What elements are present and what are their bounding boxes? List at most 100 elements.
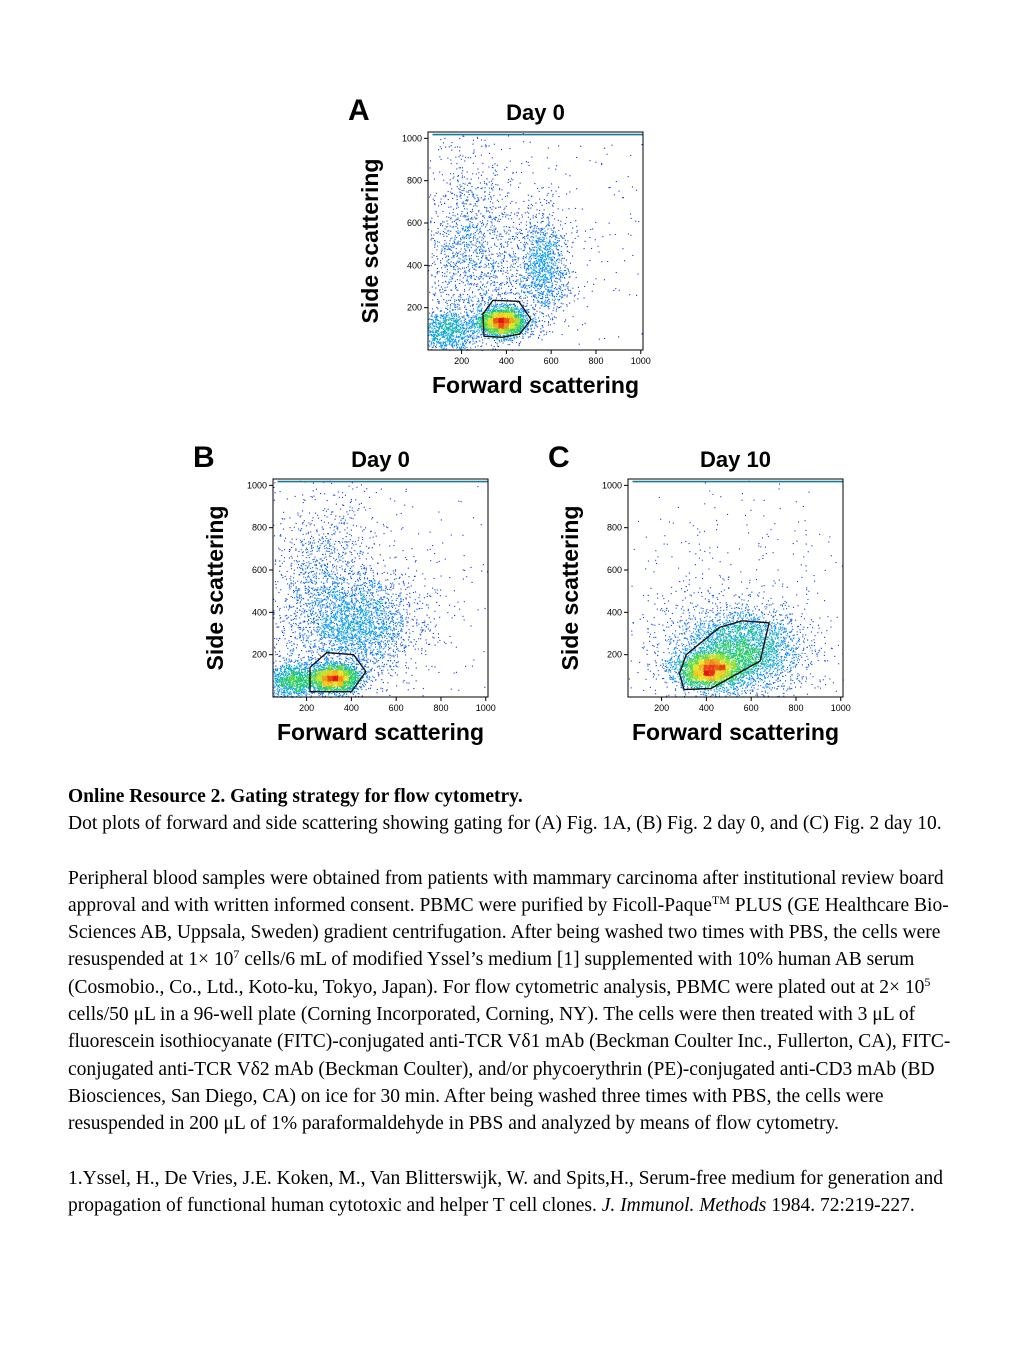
scatter-point	[535, 241, 537, 243]
scatter-point	[507, 326, 509, 328]
scatter-point	[541, 293, 543, 295]
scatter-point	[522, 324, 524, 326]
scatter-point	[472, 195, 474, 197]
scatter-point	[528, 328, 530, 330]
scatter-point	[500, 321, 502, 323]
scatter-point	[557, 241, 559, 243]
scatter-point	[537, 261, 539, 263]
scatter-point	[529, 221, 531, 223]
scatter-point	[455, 319, 457, 321]
scatter-point	[535, 270, 537, 272]
scatter-point	[452, 243, 454, 245]
scatter-point	[543, 316, 545, 318]
scatter-point	[488, 327, 490, 329]
scatter-point	[505, 333, 507, 335]
scatter-point	[484, 327, 486, 329]
scatter-point	[446, 286, 448, 288]
scatter-point	[441, 332, 443, 334]
scatter-point	[463, 329, 465, 331]
scatter-point	[558, 237, 560, 239]
scatter-point	[455, 320, 457, 322]
scatter-point	[465, 322, 467, 324]
scatter-point	[451, 344, 453, 346]
scatter-point	[493, 330, 495, 332]
scatter-point	[510, 309, 512, 311]
scatter-point	[452, 318, 454, 320]
scatter-point	[506, 326, 508, 328]
scatter-point	[558, 261, 560, 263]
scatter-point	[503, 267, 505, 269]
scatter-point	[567, 245, 569, 247]
scatter-point	[428, 327, 430, 329]
scatter-point	[556, 281, 558, 283]
scatter-point	[519, 314, 521, 316]
scatter-point	[475, 323, 477, 325]
scatter-point	[438, 322, 440, 324]
scatter-point	[500, 317, 502, 319]
scatter-point	[479, 318, 481, 320]
scatter-point	[538, 288, 540, 290]
scatter-point	[518, 293, 520, 295]
scatter-point	[544, 301, 546, 303]
scatter-point	[509, 338, 511, 340]
scatter-point	[460, 262, 462, 264]
scatter-point	[474, 326, 476, 328]
scatter-point	[494, 329, 496, 331]
scatter-point	[433, 327, 435, 329]
scatter-point	[450, 324, 452, 326]
scatter-point	[532, 294, 534, 296]
scatter-point	[436, 315, 438, 317]
scatter-point	[540, 253, 542, 255]
scatter-point	[540, 254, 542, 256]
scatter-point	[522, 337, 524, 339]
scatter-point	[548, 224, 550, 226]
scatter-point	[431, 327, 433, 329]
scatter-point	[432, 320, 434, 322]
scatter-point	[489, 229, 491, 231]
scatter-point	[540, 301, 542, 303]
scatter-point	[445, 307, 447, 309]
scatter-point	[547, 305, 549, 307]
scatter-point	[546, 254, 548, 256]
scatter-point	[538, 272, 540, 274]
scatter-point	[510, 314, 512, 316]
scatter-point	[498, 329, 500, 331]
scatter-point	[448, 344, 450, 346]
scatter-point	[499, 248, 501, 250]
scatter-point	[524, 212, 526, 214]
scatter-point	[546, 331, 548, 333]
scatter-point	[553, 316, 555, 318]
scatter-point	[441, 315, 443, 317]
scatter-point	[514, 316, 516, 318]
scatter-point	[488, 318, 490, 320]
scatter-point	[490, 322, 492, 324]
scatter-point	[523, 256, 525, 258]
scatter-point	[442, 334, 444, 336]
scatter-point	[487, 241, 489, 243]
scatter-point	[450, 325, 452, 327]
scatter-point	[440, 332, 442, 334]
scatter-point	[550, 228, 552, 230]
scatter-point	[481, 320, 483, 322]
scatter-point	[534, 317, 536, 319]
scatter-point	[492, 325, 494, 327]
scatter-point	[523, 316, 525, 318]
scatter-point	[562, 274, 564, 276]
scatter-point	[447, 246, 449, 248]
scatter-point	[509, 316, 511, 318]
scatter-point	[482, 233, 484, 235]
scatter-point	[512, 337, 514, 339]
scatter-point	[518, 316, 520, 318]
scatter-point	[544, 259, 546, 261]
scatter-point	[492, 290, 494, 292]
scatter-point	[447, 283, 449, 285]
scatter-point	[546, 232, 548, 234]
scatter-point	[462, 344, 464, 346]
scatter-point	[434, 281, 436, 283]
scatter-point	[452, 253, 454, 255]
scatter-point	[535, 280, 537, 282]
scatter-point	[548, 306, 550, 308]
scatter-point	[492, 306, 494, 308]
scatter-point	[513, 317, 515, 319]
scatter-point	[545, 281, 547, 283]
